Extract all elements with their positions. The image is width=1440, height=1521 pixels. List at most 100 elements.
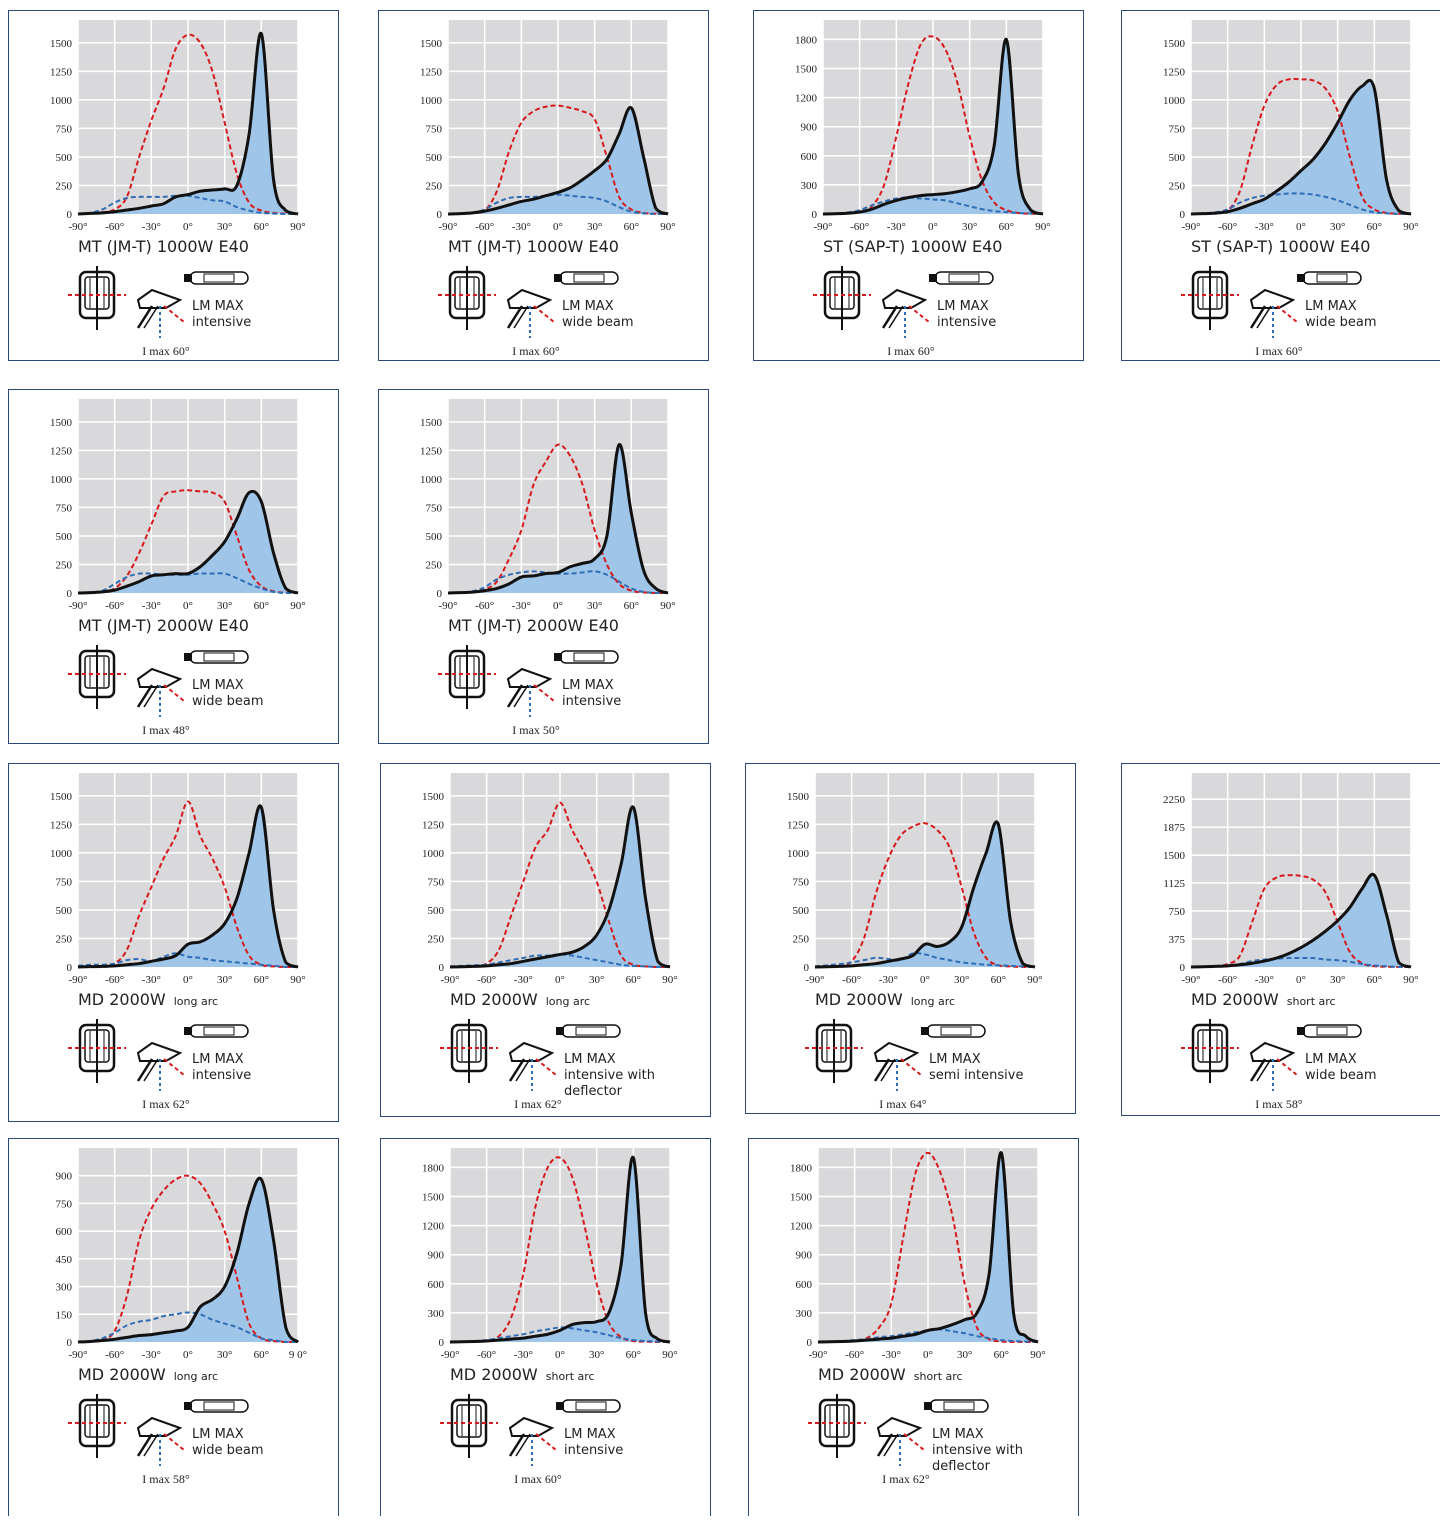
x-tick-label: 30° xyxy=(217,221,232,233)
y-tick-label: 750 xyxy=(793,876,810,888)
y-tick-label: 0 xyxy=(812,209,818,221)
imax-note: I max 60° xyxy=(514,1472,562,1486)
y-tick-label: 1000 xyxy=(50,95,73,107)
y-tick-label: 750 xyxy=(56,876,73,888)
x-tick-label: 60° xyxy=(254,600,269,612)
y-tick-label: 1500 xyxy=(1163,38,1186,50)
x-tick-label: 90° xyxy=(1403,974,1418,986)
reflector-label: LM MAX xyxy=(564,1427,616,1442)
x-tick-label: -30° xyxy=(1255,974,1274,986)
y-tick-label: 0 xyxy=(804,962,810,974)
x-tick-label: -60° xyxy=(1218,974,1237,986)
y-tick-label: 900 xyxy=(56,1171,73,1183)
x-tick-label: 90° xyxy=(290,600,305,612)
page: {"chart_data": [ {"type":"line","title":… xyxy=(0,0,1440,1516)
x-tick-label: 0° xyxy=(920,974,930,986)
x-tick-label: 60° xyxy=(254,974,269,986)
chart-title: MD 2000W xyxy=(450,1365,538,1384)
x-tick-label: -30° xyxy=(142,974,161,986)
x-tick-label: -30° xyxy=(1255,221,1274,233)
chart-subtitle: short arc xyxy=(546,1370,595,1383)
y-tick-label: 600 xyxy=(796,1279,813,1291)
reflector-label: LM MAX xyxy=(929,1052,981,1067)
y-tick-label: 1500 xyxy=(787,791,810,803)
x-tick-label: -60° xyxy=(105,974,124,986)
y-tick-label: 1500 xyxy=(50,38,73,50)
imax-note: I max 62° xyxy=(142,1097,190,1111)
chart-title: MD 2000W xyxy=(450,990,538,1009)
y-tick-label: 900 xyxy=(428,1250,445,1262)
y-tick-label: 1800 xyxy=(795,34,818,46)
chart-subtitle: short arc xyxy=(1287,995,1336,1008)
imax-note: I max 60° xyxy=(512,344,560,358)
y-tick-label: 1200 xyxy=(422,1221,445,1233)
x-tick-label: 0° xyxy=(183,221,193,233)
x-tick-label: -90° xyxy=(68,974,87,986)
x-tick-label: -60° xyxy=(1218,221,1237,233)
imax-note: I max 62° xyxy=(514,1097,562,1111)
chart-subtitle: long arc xyxy=(174,995,218,1008)
chart-subtitle: long arc xyxy=(546,995,590,1008)
y-tick-label: 375 xyxy=(1169,934,1186,946)
chart-title: MT (JM-T) 1000W E40 xyxy=(78,237,249,256)
x-tick-label: -90° xyxy=(68,1349,87,1361)
x-tick-label: 90° xyxy=(1027,974,1042,986)
x-tick-label: 30° xyxy=(1330,974,1345,986)
reflector-label: intensive xyxy=(562,694,621,709)
chart-panel: 0250500750100012501500-90°-60°-30°0°30°6… xyxy=(379,390,709,744)
x-tick-label: -30° xyxy=(887,221,906,233)
y-tick-label: 2250 xyxy=(1163,794,1186,806)
reflector-label: LM MAX xyxy=(1305,299,1357,314)
y-tick-label: 500 xyxy=(428,905,445,917)
x-tick-label: -60° xyxy=(105,221,124,233)
y-tick-label: 1000 xyxy=(50,474,73,486)
y-tick-label: 1500 xyxy=(422,791,445,803)
imax-note: I max 60° xyxy=(887,344,935,358)
x-tick-label: 0° xyxy=(183,600,193,612)
x-tick-label: 90° xyxy=(290,974,305,986)
reflector-label: deflector xyxy=(932,1459,991,1474)
y-tick-label: 1000 xyxy=(420,474,443,486)
y-tick-label: 750 xyxy=(1169,123,1186,135)
chart-title: MD 2000W xyxy=(78,990,166,1009)
reflector-label: intensive xyxy=(937,315,996,330)
x-tick-label: 60° xyxy=(994,1349,1009,1361)
x-tick-label: 90° xyxy=(662,974,677,986)
x-tick-label: 0° xyxy=(555,1349,565,1361)
y-tick-label: 1500 xyxy=(50,791,73,803)
y-tick-label: 1250 xyxy=(422,819,445,831)
x-tick-label: -30° xyxy=(879,974,898,986)
x-tick-label: 90° xyxy=(1030,1349,1045,1361)
x-tick-label: -30° xyxy=(512,221,531,233)
reflector-label: wide beam xyxy=(1305,315,1377,330)
chart-panel: 0250500750100012501500-90°-60°-30°0°30°6… xyxy=(9,390,339,744)
y-tick-label: 750 xyxy=(1169,906,1186,918)
reflector-label: LM MAX xyxy=(1305,1052,1357,1067)
y-tick-label: 1500 xyxy=(795,64,818,76)
y-tick-label: 1000 xyxy=(420,95,443,107)
imax-note: I max 50° xyxy=(512,723,560,737)
reflector-label: wide beam xyxy=(562,315,634,330)
x-tick-label: 30° xyxy=(217,974,232,986)
y-tick-label: 1500 xyxy=(790,1192,813,1204)
x-tick-label: -90° xyxy=(438,600,457,612)
x-tick-label: 60° xyxy=(999,221,1014,233)
y-tick-label: 250 xyxy=(428,933,445,945)
chart-subtitle: short arc xyxy=(914,1370,963,1383)
reflector-label: LM MAX xyxy=(192,299,244,314)
x-tick-label: -30° xyxy=(142,1349,161,1361)
x-tick-label: -30° xyxy=(142,600,161,612)
x-tick-label: -90° xyxy=(440,1349,459,1361)
y-tick-label: 1800 xyxy=(422,1162,445,1174)
x-tick-label: 0° xyxy=(1296,221,1306,233)
x-tick-label: -60° xyxy=(845,1349,864,1361)
y-tick-label: 150 xyxy=(56,1309,73,1321)
y-tick-label: 1200 xyxy=(790,1221,813,1233)
x-tick-label: 30° xyxy=(589,974,604,986)
x-tick-label: -90° xyxy=(813,221,832,233)
chart-panel: 0300600900120015001800-90°-60°-30°0°30°6… xyxy=(754,11,1084,361)
x-tick-label: 30° xyxy=(217,1349,232,1361)
y-tick-label: 1125 xyxy=(1163,878,1185,890)
y-tick-label: 250 xyxy=(793,933,810,945)
y-tick-label: 750 xyxy=(428,876,445,888)
